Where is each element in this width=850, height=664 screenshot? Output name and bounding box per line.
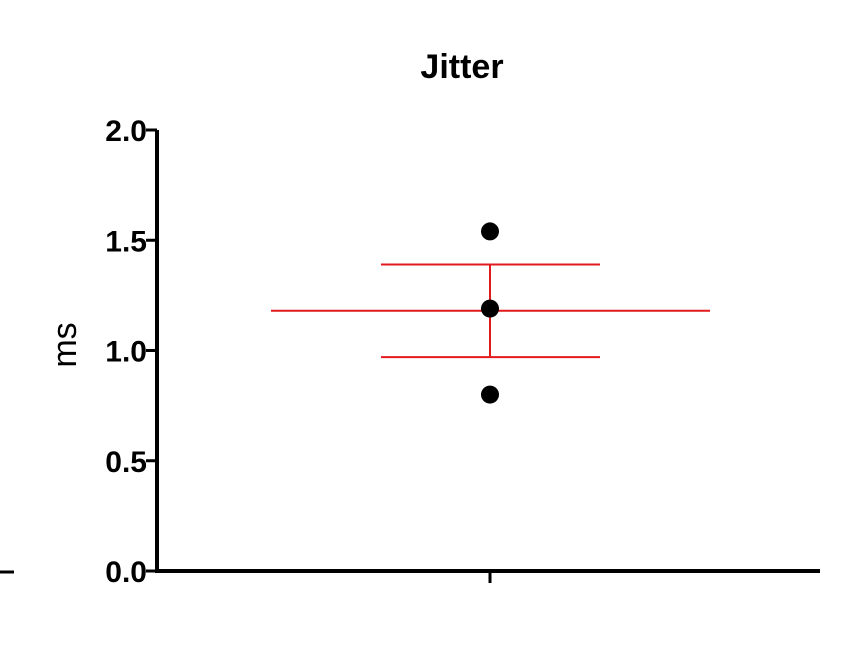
y-axis-label: ms: [46, 322, 84, 367]
data-points: [481, 222, 499, 404]
y-tick-label: 0.5: [105, 446, 147, 479]
y-tick-label: 1.0: [105, 336, 147, 369]
y-tick-label: 2.0: [105, 115, 147, 148]
data-point: [481, 385, 499, 404]
chart-title: Jitter: [420, 48, 503, 86]
data-point: [481, 299, 499, 318]
y-tick-label: 1.5: [105, 225, 147, 258]
y-axis-ticks: 0.0 0.5 1.0 1.5 2.0: [105, 115, 157, 589]
data-point: [481, 222, 499, 241]
y-tick-label: 0.0: [105, 556, 147, 589]
